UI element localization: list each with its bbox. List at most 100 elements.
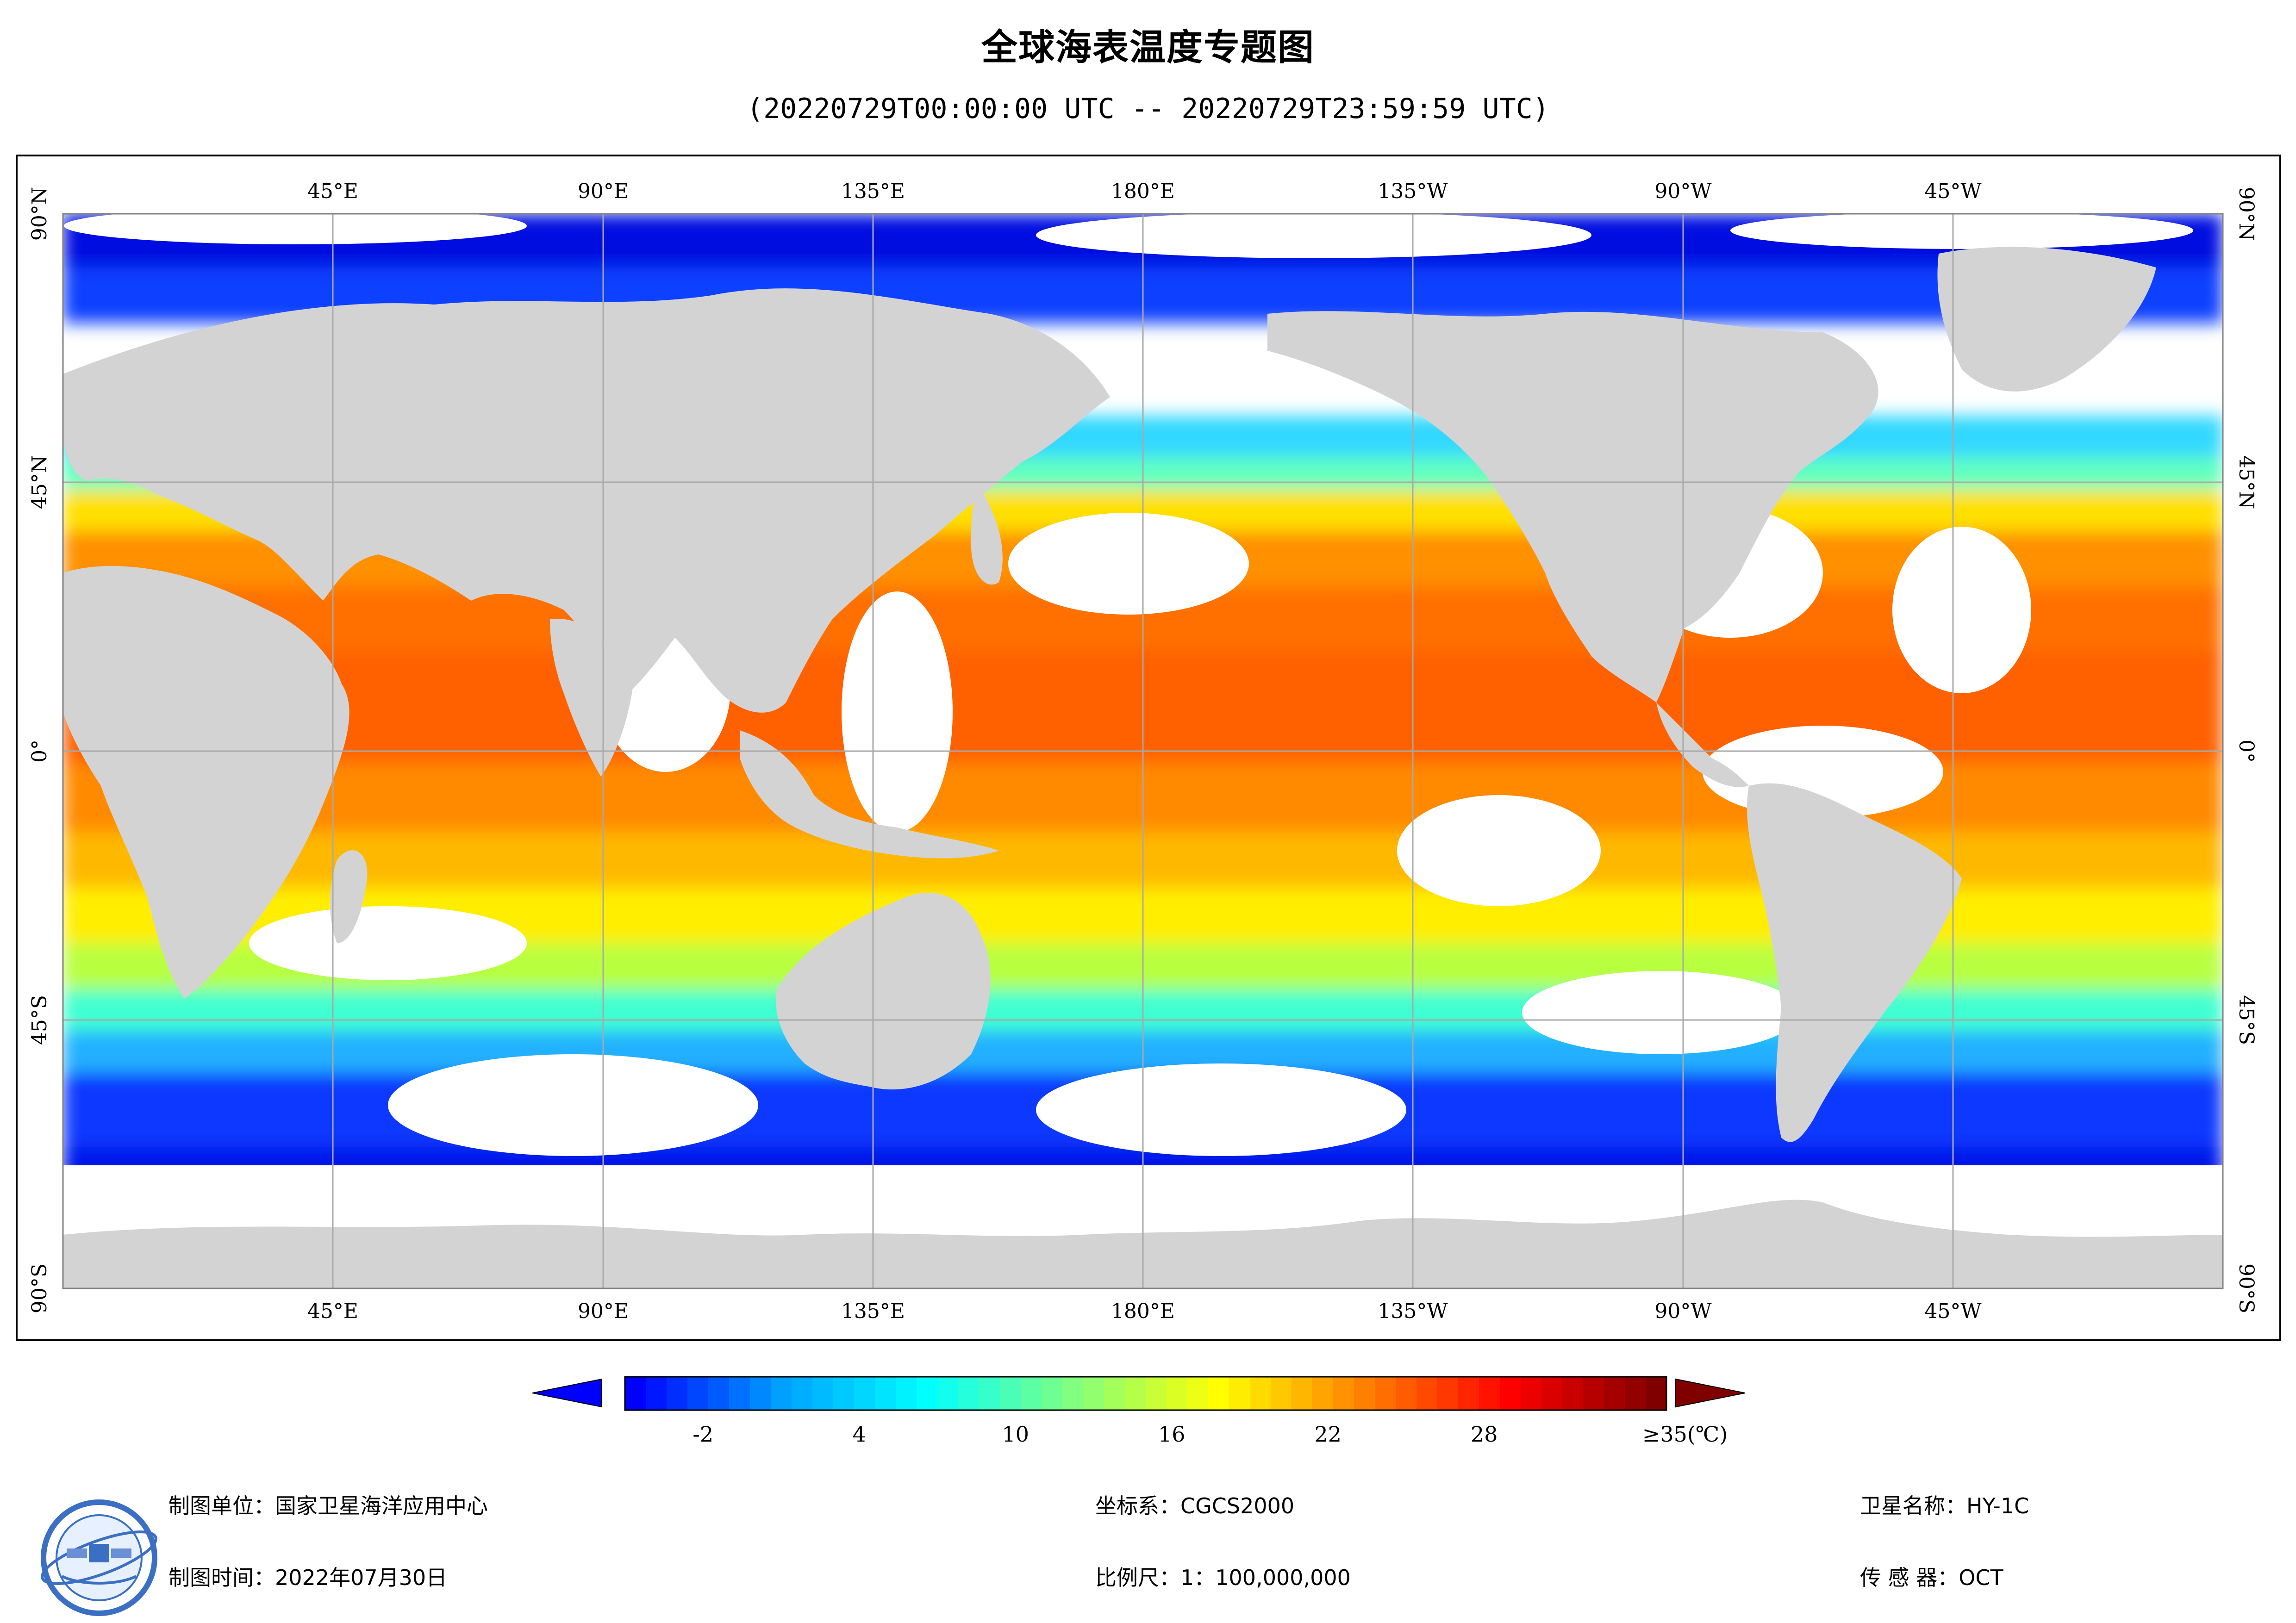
lat-label-left: 90°N <box>28 187 51 241</box>
colorbar-cell <box>1292 1377 1313 1410</box>
lon-label-top: 90°E <box>578 180 629 203</box>
colorbar-cell <box>792 1377 813 1410</box>
sensor-label: 传 感 器：OCT <box>1860 1565 2003 1590</box>
colorbar-cell <box>1167 1377 1188 1410</box>
colorbar-cell <box>917 1377 938 1410</box>
colorbar-cell <box>854 1377 875 1410</box>
graticule <box>63 214 2223 1288</box>
colorbar-cell <box>1146 1377 1167 1410</box>
lon-label-top: 135°E <box>841 180 905 203</box>
land-central-america <box>1656 703 1749 787</box>
colorbar-cell <box>1250 1377 1271 1410</box>
lon-label-top: 45°W <box>1924 180 1982 203</box>
org-label: 制图单位：国家卫星海洋应用中心 <box>168 1493 488 1518</box>
colorbar-cell <box>1021 1377 1042 1410</box>
land-north-america <box>1267 311 1878 703</box>
map-title: 全球海表温度专题图 <box>981 27 1315 68</box>
colorbar-cell <box>1458 1377 1479 1410</box>
colorbar-tick-label: ≥35(℃) <box>1642 1422 1728 1447</box>
lat-label-right: 90°N <box>2234 187 2258 241</box>
colorbar-cell <box>1500 1377 1521 1410</box>
nsoas-logo-icon <box>41 1499 157 1616</box>
colorbar-max-arrow <box>1675 1378 1746 1408</box>
colorbar-cell <box>1333 1377 1354 1410</box>
colorbar-min-arrow <box>532 1378 602 1408</box>
land-sea-islands <box>740 730 999 858</box>
colorbar-ticks: -2 4 10 16 22 28 ≥35(℃) <box>693 1422 1728 1447</box>
lat-label-right: 45°N <box>2234 455 2258 510</box>
lat-label-left: 90°S <box>28 1263 51 1313</box>
land-india <box>550 619 633 777</box>
colorbar-cell <box>896 1377 917 1410</box>
colorbar-tick-label: 28 <box>1471 1422 1498 1447</box>
colorbar-outline <box>624 1376 1667 1411</box>
colorbar-cell <box>1000 1377 1021 1410</box>
lon-label-bottom: 135°E <box>841 1300 905 1323</box>
lon-label-bottom: 90°W <box>1654 1300 1712 1323</box>
colorbar-tick-label: -2 <box>693 1422 713 1447</box>
colorbar-tick-label: 10 <box>1002 1422 1029 1447</box>
colorbar-tick-label: 4 <box>853 1422 866 1447</box>
land-europe <box>63 419 305 484</box>
colorbar-cell <box>1521 1377 1542 1410</box>
map-border <box>62 213 2224 1289</box>
lon-label-bottom: 45°E <box>307 1300 358 1323</box>
colorbar-cell <box>1042 1377 1063 1410</box>
colorbar-cell <box>771 1377 792 1410</box>
lon-labels-top: 45°E 90°E 135°E 180°E 135°W 90°W 45°W <box>307 180 1982 203</box>
colorbar-cell <box>1104 1377 1125 1410</box>
colorbar-cell <box>1354 1377 1375 1410</box>
lat-label-right: 45°S <box>2234 995 2258 1045</box>
lon-label-top: 90°W <box>1654 180 1712 203</box>
colorbar-cell <box>1583 1377 1604 1410</box>
colorbar-tick-label: 22 <box>1314 1422 1341 1447</box>
colorbar-cell <box>1562 1377 1584 1410</box>
lat-label-left: 45°S <box>28 995 51 1045</box>
scale-label: 比例尺：1：100,000,000 <box>1095 1565 1351 1590</box>
lon-label-top: 135°W <box>1378 180 1448 203</box>
colorbar-cell <box>1541 1377 1563 1410</box>
colorbar-cell <box>1396 1377 1417 1410</box>
colorbar-cell <box>687 1377 709 1410</box>
land-japan <box>971 490 1003 585</box>
colorbar-cell <box>1625 1377 1646 1410</box>
crs-label: 坐标系：CGCS2000 <box>1095 1493 1295 1518</box>
colorbar-cell <box>1187 1377 1209 1410</box>
colorbar-cell <box>1437 1377 1459 1410</box>
colorbar-cell <box>1229 1377 1250 1410</box>
land-africa <box>63 566 349 999</box>
cloud-patches <box>64 214 2193 1156</box>
colorbar-cell <box>937 1377 959 1410</box>
colorbar-cell <box>875 1377 896 1410</box>
colorbar-cell <box>812 1377 834 1410</box>
lat-labels-right: 90°N 45°N 0° 45°S 90°S <box>2234 187 2258 1313</box>
colorbar-tick-label: 16 <box>1158 1422 1185 1447</box>
colorbar-cell <box>1416 1377 1438 1410</box>
colorbar-cell <box>1375 1377 1396 1410</box>
colorbar-cell <box>1479 1377 1500 1410</box>
colorbar-cell <box>646 1377 667 1410</box>
lat-label-left: 0° <box>28 740 51 763</box>
colorbar-cell <box>708 1377 730 1410</box>
land-eurasia <box>63 288 1110 713</box>
map-frame: 45°E 90°E 135°E 180°E 135°W 90°W 45°W 45… <box>16 155 2281 1341</box>
colorbar-cell <box>667 1377 688 1410</box>
map-date-label: 制图时间：2022年07月30日 <box>168 1565 448 1590</box>
lon-labels-bottom: 45°E 90°E 135°E 180°E 135°W 90°W 45°W <box>307 1300 1982 1323</box>
lon-label-bottom: 180°E <box>1111 1300 1175 1323</box>
colorbar-cell <box>1062 1377 1084 1410</box>
colorbar-cell <box>1125 1377 1146 1410</box>
colorbar: -2 4 10 16 22 28 ≥35(℃) <box>532 1376 1746 1447</box>
time-range: (20220729T00:00:00 UTC -- 20220729T23:59… <box>747 93 1549 125</box>
colorbar-cells <box>625 1377 1667 1410</box>
lat-labels-left: 90°N 45°N 0° 45°S 90°S <box>28 187 51 1313</box>
colorbar-cell <box>833 1377 855 1410</box>
lon-label-bottom: 135°W <box>1378 1300 1448 1323</box>
lon-label-top: 180°E <box>1111 180 1175 203</box>
lat-label-right: 90°S <box>2234 1263 2258 1313</box>
colorbar-cell <box>750 1377 771 1410</box>
colorbar-cell <box>1271 1377 1292 1410</box>
colorbar-cell <box>625 1377 646 1410</box>
lon-label-bottom: 45°W <box>1924 1300 1982 1323</box>
land-south-america <box>1747 783 1962 1142</box>
